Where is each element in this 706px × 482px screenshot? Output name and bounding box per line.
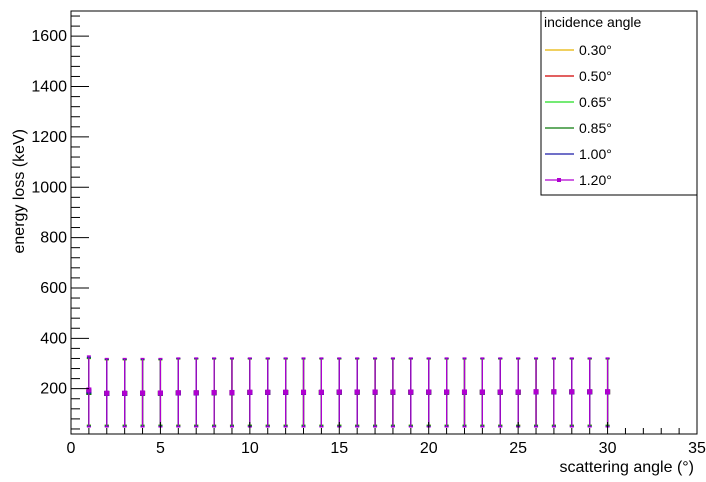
- x-tick-label: 5: [156, 440, 165, 457]
- legend-entry: 1.20°: [579, 172, 612, 188]
- series-3: [86, 357, 611, 427]
- x-tick-label: 35: [688, 440, 706, 457]
- data-point: [444, 389, 450, 395]
- data-point: [301, 389, 307, 395]
- series-4: [86, 356, 611, 428]
- data-point: [426, 389, 432, 395]
- plot-frame: [70, 10, 698, 435]
- axes: 0 5 10 15 20 25 30 35 200 400 600 800 1000 1200 1400 16…: [11, 10, 706, 476]
- legend-entry: 0.50°: [579, 68, 612, 84]
- data-point: [211, 389, 217, 395]
- data-point: [193, 390, 199, 396]
- data-point: [122, 390, 128, 396]
- legend-entry: 1.00°: [579, 146, 612, 162]
- y-tick-label: 1200: [31, 129, 67, 146]
- data-point: [390, 389, 396, 395]
- y-tick-label: 1600: [31, 28, 67, 45]
- data-point: [515, 389, 521, 395]
- series-0: [86, 357, 611, 426]
- data-point: [157, 390, 163, 396]
- legend-entry: 0.65°: [579, 94, 612, 110]
- legend-title: incidence angle: [544, 14, 642, 30]
- data-point: [497, 389, 503, 395]
- x-tick-label: 20: [420, 440, 438, 457]
- legend-entry: 0.30°: [579, 42, 612, 58]
- series-5: [86, 355, 611, 428]
- data-point: [247, 389, 253, 395]
- y-tick-label: 200: [40, 381, 67, 398]
- x-tick-label: 10: [241, 440, 259, 457]
- y-tick-label: 1400: [31, 79, 67, 96]
- y-tick-label: 1000: [31, 179, 67, 196]
- data-point: [229, 389, 235, 395]
- legend: incidence angle 0.30° 0.50° 0.65° 0.85° 1.00°…: [540, 10, 698, 196]
- x-tick-label: 15: [330, 440, 348, 457]
- data-point: [86, 387, 92, 393]
- data-point: [372, 389, 378, 395]
- data-point: [283, 389, 289, 395]
- data-point: [408, 389, 414, 395]
- data-point: [318, 389, 324, 395]
- y-tick-label: 400: [40, 330, 67, 347]
- legend-marker: [557, 178, 561, 182]
- data-point: [479, 389, 485, 395]
- data-point: [140, 390, 146, 396]
- data-point: [461, 389, 467, 395]
- data-point: [104, 390, 110, 396]
- legend-entry: 0.85°: [579, 120, 612, 136]
- data-point: [336, 389, 342, 395]
- series-2: [86, 357, 611, 426]
- x-tick-label: 25: [509, 440, 527, 457]
- y-tick-label: 600: [40, 280, 67, 297]
- data-layer: [86, 355, 611, 428]
- data-point: [551, 389, 557, 395]
- x-tick-label: 0: [67, 440, 76, 457]
- data-point: [605, 389, 611, 395]
- legend-box: [540, 10, 698, 196]
- y-axis-title: energy loss (keV): [11, 129, 28, 254]
- data-point: [587, 389, 593, 395]
- x-tick-label: 30: [599, 440, 617, 457]
- data-point: [354, 389, 360, 395]
- data-point: [569, 389, 575, 395]
- data-point: [265, 389, 271, 395]
- y-tick-label: 800: [40, 230, 67, 247]
- data-point: [175, 390, 181, 396]
- x-axis-title: scattering angle (°): [560, 459, 694, 476]
- series-1: [86, 357, 611, 426]
- data-point: [533, 389, 539, 395]
